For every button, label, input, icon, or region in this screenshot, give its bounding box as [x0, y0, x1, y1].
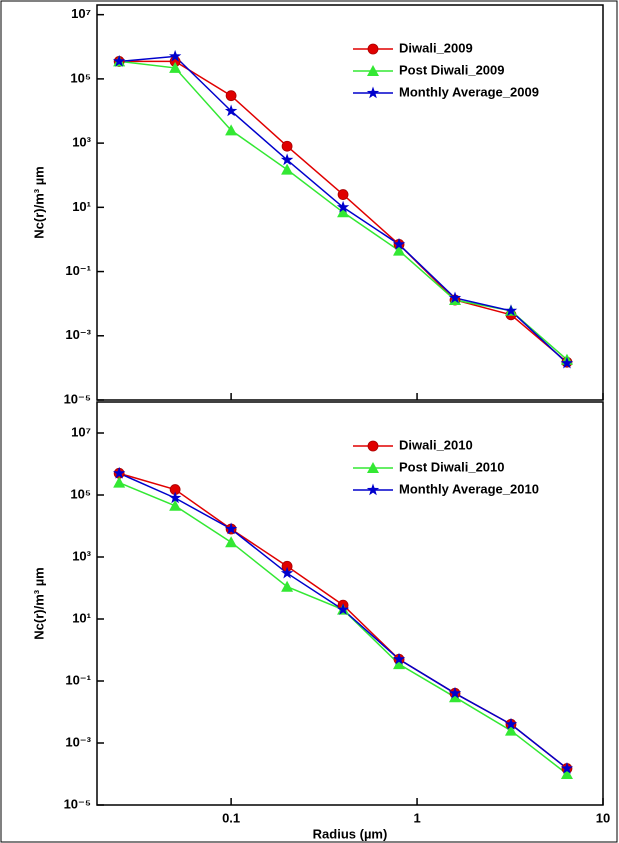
marker	[336, 200, 350, 213]
marker	[504, 724, 517, 736]
marker	[113, 54, 126, 67]
legend-label: Diwali_2009	[399, 40, 473, 55]
x-axis-label: Radius (µm)	[313, 826, 388, 841]
marker	[281, 140, 293, 152]
marker	[393, 244, 406, 256]
marker	[504, 717, 518, 730]
marker	[281, 163, 294, 175]
plot-frame	[96, 4, 604, 401]
marker	[113, 466, 126, 479]
legend-marker	[366, 86, 380, 99]
y-tick-label: 10⁻³	[65, 734, 91, 749]
marker	[560, 762, 574, 774]
series-line	[118, 482, 568, 775]
y-tick-label: 10⁷	[71, 424, 91, 439]
legend-label: Monthly Average_2009	[399, 84, 539, 99]
marker	[337, 189, 349, 200]
marker	[448, 686, 462, 699]
legend-label: Diwali_2010	[399, 437, 473, 452]
marker	[224, 104, 238, 117]
marker	[225, 124, 238, 136]
marker	[224, 522, 238, 535]
legend-marker	[367, 440, 379, 452]
legend-marker	[367, 462, 379, 473]
marker	[225, 536, 238, 548]
marker	[280, 153, 294, 166]
marker	[393, 658, 406, 670]
legend-label: Monthly Average_2010	[399, 481, 539, 496]
y-tick-label: 10¹	[72, 610, 91, 625]
marker	[448, 291, 462, 304]
x-tick-label: 0.1	[222, 810, 240, 825]
y-axis-label: Nc(r)/m³ µm	[31, 166, 46, 239]
y-tick-label: 10⁵	[70, 486, 91, 501]
y-tick-label: 10⁻⁵	[64, 391, 91, 406]
marker	[280, 566, 294, 579]
x-tick-label: 10	[596, 810, 610, 825]
legend-marker	[367, 65, 379, 76]
y-tick-label: 10⁻¹	[65, 672, 91, 687]
marker	[560, 768, 573, 779]
plot-frame	[96, 401, 604, 806]
marker	[560, 356, 574, 369]
y-axis-label: Nc(r)/m³ µm	[31, 567, 46, 640]
marker	[337, 206, 350, 218]
marker	[225, 90, 237, 102]
marker	[392, 652, 406, 665]
y-tick-label: 10⁻³	[65, 327, 91, 342]
marker	[281, 580, 294, 592]
y-tick-label: 10³	[72, 548, 91, 563]
legend-label: Post Diwali_2010	[399, 459, 505, 474]
marker	[169, 49, 182, 62]
y-tick-label: 10¹	[72, 199, 91, 214]
marker	[336, 603, 350, 615]
marker	[449, 691, 462, 703]
marker	[169, 499, 182, 511]
legend-marker	[366, 483, 380, 496]
marker	[169, 61, 182, 73]
marker	[392, 237, 406, 250]
legend-label: Post Diwali_2009	[399, 62, 505, 77]
y-tick-label: 10⁵	[70, 70, 91, 85]
legend-marker	[367, 43, 379, 55]
marker	[169, 491, 182, 504]
marker	[113, 476, 126, 488]
x-tick-label: 1	[413, 810, 420, 825]
y-tick-label: 10³	[72, 135, 91, 150]
y-tick-label: 10⁻⁵	[64, 796, 91, 811]
y-tick-label: 10⁷	[71, 6, 91, 21]
y-tick-label: 10⁻¹	[65, 263, 91, 278]
marker	[504, 304, 518, 316]
